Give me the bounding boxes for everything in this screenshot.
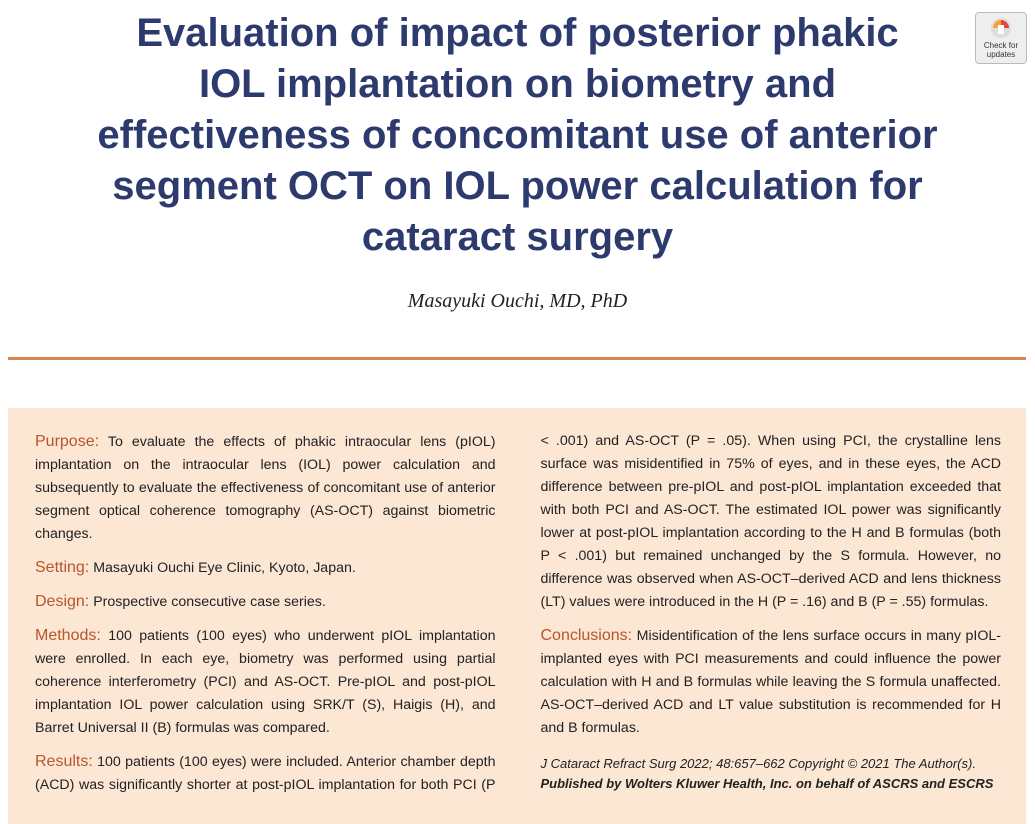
title-line: IOL implantation on biometry and [198,62,837,106]
section-label: Design: [35,593,90,610]
section-label: Methods: [35,627,101,644]
abstract-section: Results: 100 patients (100 eyes) were in… [35,430,1001,815]
citation-line: J Cataract Refract Surg 2022; 48:657–662… [540,756,976,771]
abstract-columns: Purpose: To evaluate the effects of phak… [35,430,1001,815]
section-text: To evaluate the effects of phakic intrao… [35,434,496,542]
divider [8,357,1026,360]
author: Masayuki Ouchi, MD, PhD [407,290,628,312]
badge-line: Check for [983,41,1019,50]
citation: J Cataract Refract Surg 2022; 48:657–662… [541,754,1002,794]
title-line: effectiveness of concomitant use of ante… [97,113,938,157]
section-label: Setting: [35,559,90,576]
abstract-section: Purpose: To evaluate the effects of phak… [35,430,496,546]
section-label: Conclusions: [540,627,633,644]
abstract-section: Conclusions: Misidentification of the le… [541,624,1002,740]
section-label: Purpose: [35,433,100,450]
section-text: 100 patients (100 eyes) who underwent pI… [35,628,496,736]
title-line: Evaluation of impact of posterior phakic [136,11,899,55]
abstract-section: Setting: Masayuki Ouchi Eye Clinic, Kyot… [35,556,496,580]
section-text: 100 patients (100 eyes) were included. A… [35,433,1001,793]
title-line: segment OCT on IOL power calculation for [112,164,923,208]
abstract-section: Methods: 100 patients (100 eyes) who und… [35,624,496,740]
section-text: Prospective consecutive case series. [93,594,326,610]
section-text: Misidentification of the lens surface oc… [540,628,1002,736]
badge-line: updates [986,50,1016,59]
abstract-box: Purpose: To evaluate the effects of phak… [8,408,1026,824]
section-label: Results: [35,753,93,770]
title-line: cataract surgery [361,215,674,259]
citation-line: Published by Wolters Kluwer Health, Inc.… [540,776,994,791]
abstract-section: Design: Prospective consecutive case ser… [35,590,496,614]
title: Evaluation of impact of posterior phakic… [0,8,1035,263]
check-updates-badge[interactable]: Check for updates [975,12,1027,64]
section-text: Masayuki Ouchi Eye Clinic, Kyoto, Japan. [93,560,356,576]
badge-icon [991,18,1011,38]
